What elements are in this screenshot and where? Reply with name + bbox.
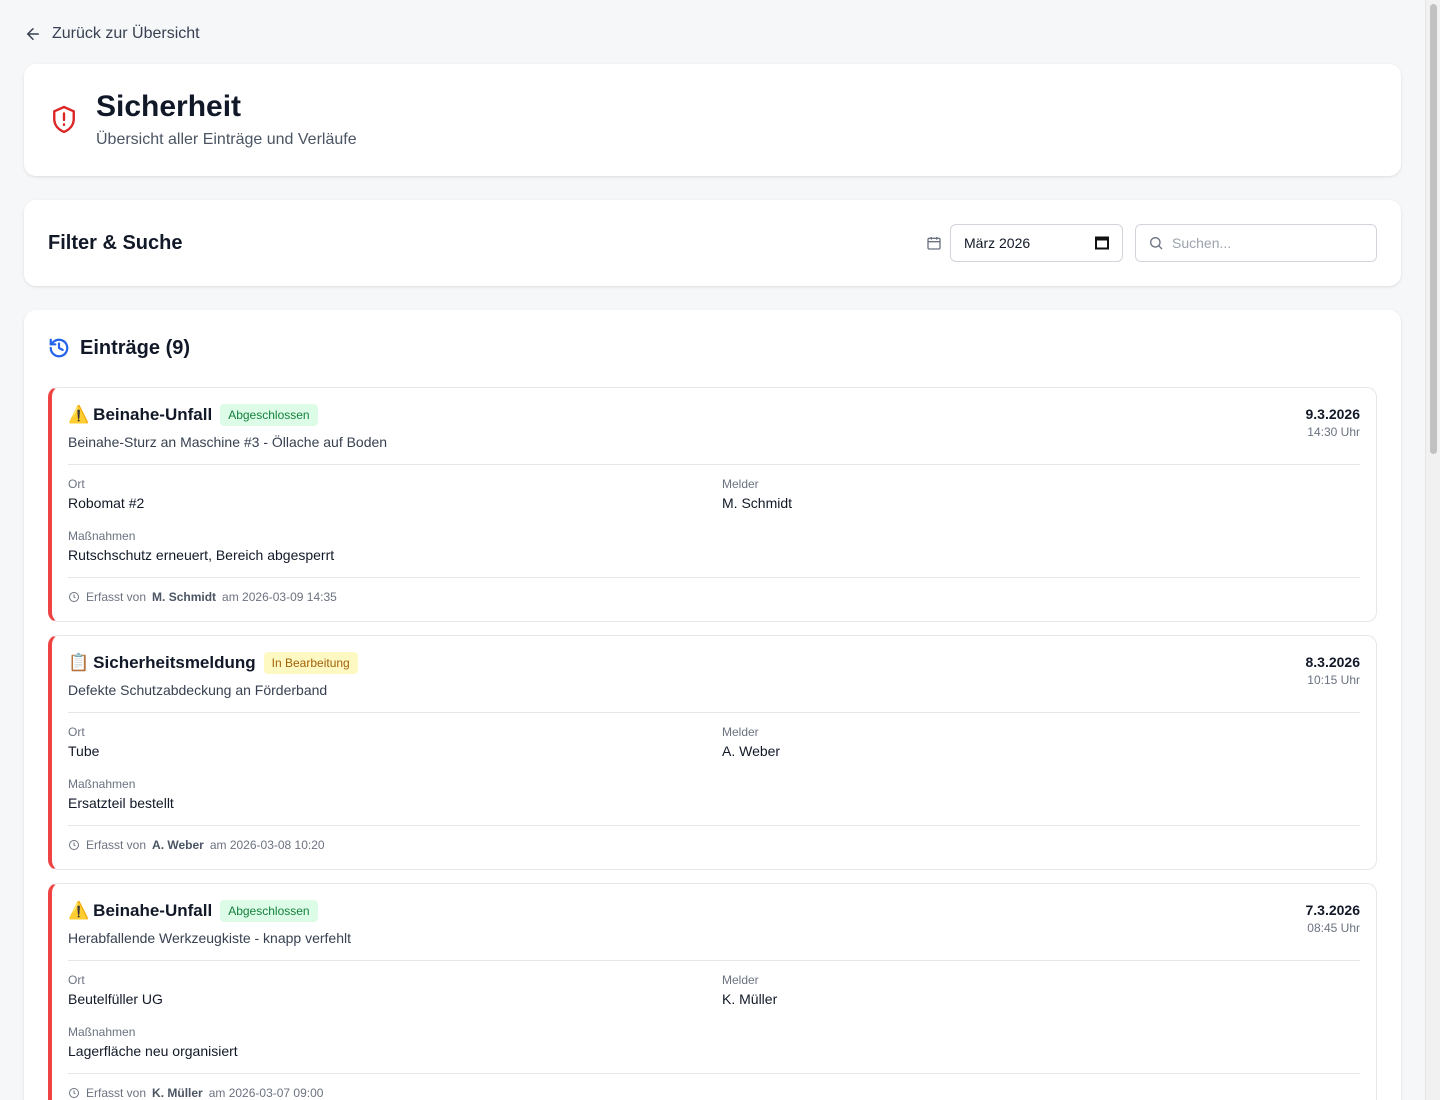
melder-label: Melder	[722, 477, 759, 491]
arrow-left-icon	[26, 28, 39, 40]
melder-label: Melder	[722, 725, 759, 739]
massnahmen-label: Maßnahmen	[68, 1025, 136, 1039]
clock-icon	[69, 1088, 79, 1098]
ort-label: Ort	[68, 725, 85, 739]
scrollbar[interactable]	[1425, 0, 1440, 1100]
entry-footer: Erfasst von M. Schmidt am 2026-03-09 14:…	[68, 590, 337, 604]
clipboard-icon: 📋	[68, 653, 90, 672]
entries-title: Einträge (9)	[80, 337, 191, 359]
entry-card[interactable]: ⚠️ Beinahe-Unfall Abgeschlossen Herabfal…	[48, 883, 1377, 1100]
entry-footer: Erfasst von K. Müller am 2026-03-07 09:0…	[68, 1086, 323, 1100]
massnahmen-label: Maßnahmen	[68, 529, 136, 543]
ort-value: Beutelfüller UG	[68, 991, 163, 1007]
entry-card[interactable]: ⚠️ Beinahe-Unfall Abgeschlossen Beinahe-…	[48, 387, 1377, 622]
entry-date: 7.3.2026	[1305, 902, 1361, 918]
ort-value: Tube	[68, 743, 100, 759]
ort-label: Ort	[68, 973, 85, 987]
entry-time: 10:15 Uhr	[1307, 673, 1360, 687]
entry-header: ⚠️ Beinahe-Unfall Abgeschlossen	[68, 404, 318, 426]
clock-icon	[69, 840, 79, 850]
erfasst-by: M. Schmidt	[152, 590, 217, 604]
melder-value: A. Weber	[722, 743, 781, 759]
calendar-icon	[927, 237, 941, 250]
filter-title: Filter & Suche	[48, 232, 183, 254]
entry-card[interactable]: 📋 Sicherheitsmeldung In Bearbeitung Defe…	[48, 635, 1377, 870]
clock-icon	[69, 592, 79, 602]
divider	[68, 464, 1360, 465]
entry-date: 8.3.2026	[1305, 654, 1361, 670]
search-field[interactable]	[1135, 224, 1377, 262]
entry-date: 9.3.2026	[1305, 406, 1361, 422]
entry-type: Beinahe-Unfall	[93, 405, 213, 424]
back-link[interactable]: Zurück zur Übersicht	[24, 25, 200, 43]
status-badge: Abgeschlossen	[220, 404, 318, 426]
filter-panel: Filter & Suche März 2026	[24, 200, 1401, 286]
erfasst-at: am 2026-03-09 14:35	[222, 590, 337, 604]
shield-alert-icon	[53, 105, 75, 134]
massnahmen-value: Rutschschutz erneuert, Bereich abgesperr…	[68, 547, 335, 563]
entry-footer: Erfasst von A. Weber am 2026-03-08 10:20	[68, 838, 325, 852]
warning-icon: ⚠️	[68, 405, 90, 424]
divider	[68, 577, 1360, 578]
erfasst-prefix: Erfasst von	[86, 590, 147, 604]
entry-header: ⚠️ Beinahe-Unfall Abgeschlossen	[68, 900, 318, 922]
melder-value: M. Schmidt	[722, 495, 793, 511]
entry-type: Sicherheitsmeldung	[93, 653, 256, 672]
entry-description: Defekte Schutzabdeckung an Förderband	[68, 682, 328, 698]
divider	[68, 825, 1360, 826]
history-icon	[49, 338, 69, 358]
erfasst-at: am 2026-03-07 09:00	[208, 1086, 324, 1100]
divider	[68, 1073, 1360, 1074]
search-input[interactable]	[1172, 235, 1362, 251]
massnahmen-value: Ersatzteil bestellt	[68, 795, 174, 811]
melder-value: K. Müller	[722, 991, 778, 1007]
massnahmen-value: Lagerfläche neu organisiert	[68, 1043, 238, 1059]
entry-datetime: 9.3.2026 14:30 Uhr	[1306, 406, 1361, 439]
entry-time: 14:30 Uhr	[1307, 425, 1360, 439]
back-label: Zurück zur Übersicht	[52, 25, 200, 42]
status-badge: In Bearbeitung	[263, 652, 358, 674]
month-picker[interactable]: März 2026	[950, 224, 1123, 262]
page-subtitle: Übersicht aller Einträge und Verläufe	[96, 131, 357, 148]
calendar-picker-icon[interactable]	[1095, 236, 1109, 250]
erfasst-at: am 2026-03-08 10:20	[209, 838, 325, 852]
erfasst-by: K. Müller	[152, 1086, 203, 1100]
entry-type: Beinahe-Unfall	[93, 901, 213, 920]
entries-panel: Einträge (9) ⚠️ Beinahe-Unfall Abgeschlo…	[24, 310, 1401, 1100]
entry-description: Beinahe-Sturz an Maschine #3 - Öllache a…	[68, 434, 388, 450]
erfasst-prefix: Erfasst von	[86, 838, 147, 852]
status-badge: Abgeschlossen	[220, 900, 318, 922]
page-header: Sicherheit Übersicht aller Einträge und …	[24, 64, 1401, 176]
ort-value: Robomat #2	[68, 495, 145, 511]
erfasst-prefix: Erfasst von	[86, 1086, 147, 1100]
entry-time: 08:45 Uhr	[1307, 921, 1360, 935]
erfasst-by: A. Weber	[152, 838, 204, 852]
warning-icon: ⚠️	[68, 901, 90, 920]
month-value: März 2026	[964, 235, 1031, 251]
massnahmen-label: Maßnahmen	[68, 777, 136, 791]
ort-label: Ort	[68, 477, 85, 491]
page-title: Sicherheit	[96, 90, 242, 123]
melder-label: Melder	[722, 973, 759, 987]
entry-datetime: 7.3.2026 08:45 Uhr	[1306, 902, 1361, 935]
entry-datetime: 8.3.2026 10:15 Uhr	[1306, 654, 1361, 687]
divider	[68, 960, 1360, 961]
scrollbar-thumb[interactable]	[1430, 4, 1437, 454]
entry-header: 📋 Sicherheitsmeldung In Bearbeitung	[68, 652, 358, 674]
divider	[68, 712, 1360, 713]
entry-description: Herabfallende Werkzeugkiste - knapp verf…	[68, 930, 352, 946]
search-icon	[1150, 237, 1163, 250]
